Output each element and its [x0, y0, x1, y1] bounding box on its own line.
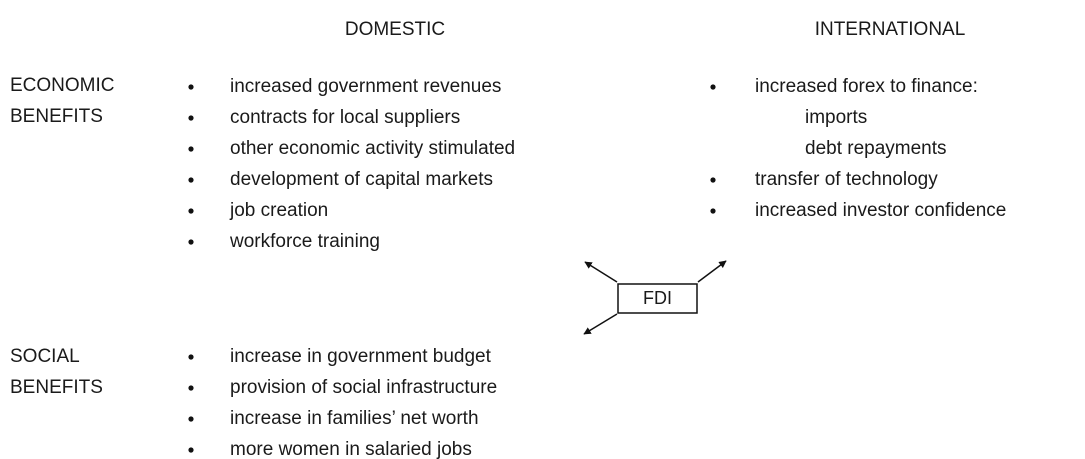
bullet [710, 84, 716, 90]
bullet [188, 177, 194, 183]
list-item: increased investor confidence [755, 200, 1006, 221]
list-item: increased government revenues [230, 76, 501, 97]
list-item: job creation [229, 200, 328, 221]
list-item: contracts for local suppliers [230, 107, 460, 128]
sub-item: debt repayments [805, 138, 947, 159]
bullet [188, 208, 194, 214]
sub-item: imports [805, 107, 867, 128]
list-item: provision of social infrastructure [230, 377, 497, 398]
row-label: SOCIAL [10, 346, 80, 367]
arrow [583, 313, 618, 335]
column-header: DOMESTIC [345, 19, 445, 40]
column-header: INTERNATIONAL [815, 19, 966, 40]
bullet [710, 177, 716, 183]
bullet [188, 385, 194, 391]
bullet [188, 416, 194, 422]
bullet [188, 115, 194, 121]
bullet [188, 354, 194, 360]
list-item: more women in salaried jobs [230, 439, 472, 459]
list-item: development of capital markets [230, 169, 493, 190]
fdi-box [617, 283, 698, 314]
bullet [188, 84, 194, 90]
bullet [188, 447, 194, 453]
row-label: ECONOMIC [10, 75, 115, 96]
row-label: BENEFITS [10, 106, 103, 127]
list-item: increase in government budget [230, 346, 492, 367]
list-item: workforce training [229, 231, 380, 252]
list-item: increased forex to finance: [755, 76, 978, 97]
arrow [697, 260, 727, 283]
row-label: BENEFITS [10, 377, 103, 398]
list-item: increase in families’ net worth [230, 408, 479, 429]
list-item: transfer of technology [755, 169, 938, 190]
list-item: other economic activity stimulated [230, 138, 515, 159]
bullet [188, 146, 194, 152]
fdi-label: FDI [643, 288, 672, 308]
bullet [710, 208, 716, 214]
arrow [584, 261, 618, 283]
bullet [188, 239, 194, 245]
